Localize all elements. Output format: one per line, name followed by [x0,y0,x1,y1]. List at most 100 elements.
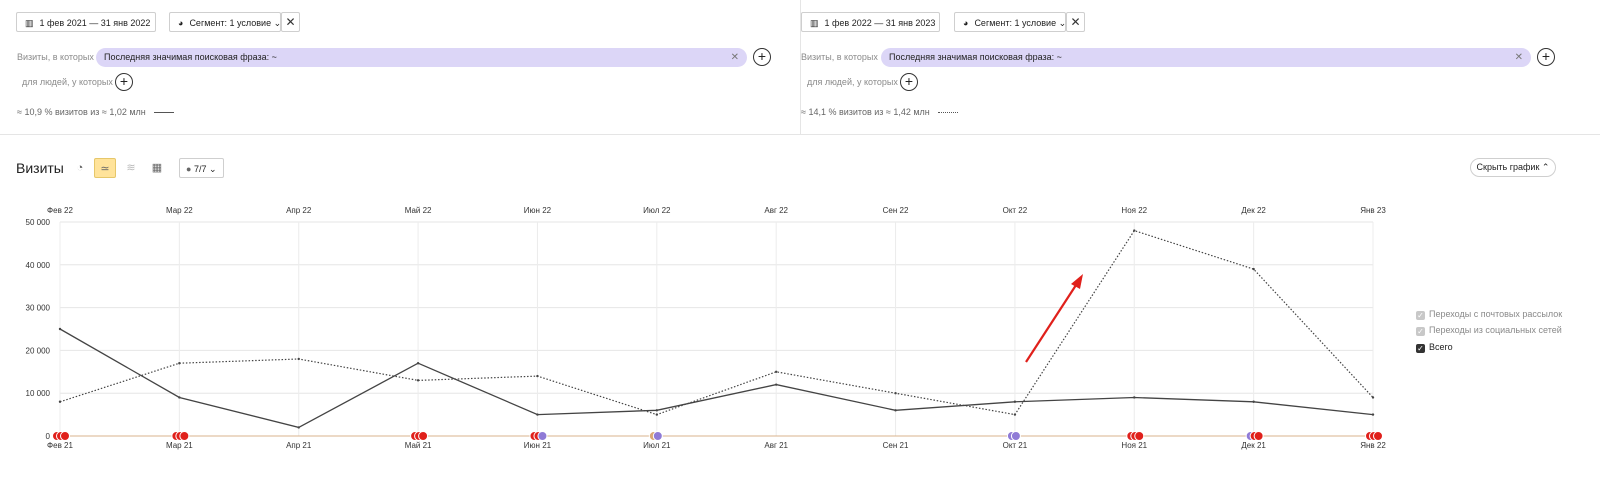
annotation-marker [60,431,70,441]
close-icon[interactable]: ✕ [1514,52,1523,63]
visits-condition-label: Визиты, в которых [17,52,94,62]
x-tick-label-bottom: Июл 21 [643,441,671,450]
filter-chip[interactable]: Последняя значимая поисковая фраза: ~ ✕ [96,48,747,67]
chevron-down-icon: ⌄ [1058,18,1067,28]
annotation-marker [652,431,663,441]
x-tick-label-top: Янв 23 [1360,206,1386,215]
calendar-icon: ▥ [810,18,819,28]
visits-condition-label: Визиты, в которых [801,52,878,62]
series-point [774,383,778,386]
filter-chip-label: Последняя значимая поисковая фраза: ~ [889,52,1062,62]
x-tick-label-bottom: Апр 21 [286,441,312,450]
pie-icon: ◕ [963,18,969,28]
series-point [1133,396,1136,399]
x-tick-label-bottom: Янв 22 [1360,441,1386,450]
x-tick-label-bottom: Ноя 21 [1121,441,1147,450]
series-point [178,362,181,365]
series-point [1013,400,1017,403]
pie-icon: ◔ [76,162,84,174]
y-tick-label: 50 000 [26,218,51,227]
annotation-marker [1134,431,1145,441]
add-people-condition-button[interactable]: + [900,73,918,91]
comparison-panel-left: ▥ 1 фев 2021 — 31 янв 2022 ◕ Сегмент: 1 ус… [0,0,801,135]
annotation-marker [179,431,190,441]
date-range-button[interactable]: ▥ 1 фев 2021 — 31 янв 2022 [16,12,156,32]
segment-button[interactable]: ◕ Сегмент: 1 условие ⌄ [954,12,1066,32]
pie-icon: ◕ [178,18,184,28]
plus-icon: + [119,73,129,89]
segment-button[interactable]: ◕ Сегмент: 1 условие ⌄ [169,12,281,32]
x-tick-label-bottom: Фев 21 [47,441,73,450]
hide-chart-button[interactable]: Скрыть график ⌃ [1470,158,1556,177]
x-tick-label-top: Дек 22 [1241,206,1266,215]
series-line-2022 [59,229,1374,416]
chevron-down-icon: ⌄ [273,18,282,28]
checkbox[interactable]: ✓ [1416,327,1425,336]
close-icon[interactable]: ✕ [730,52,739,63]
x-tick-label-top: Май 22 [405,206,432,215]
x-tick-label-top: Июн 22 [524,206,552,215]
comment-icon: ● [186,164,192,174]
x-tick-label-top: Авг 22 [764,206,788,215]
x-tick-label-top: Фев 22 [47,206,73,215]
series-point [655,409,659,412]
series-point [297,426,300,429]
y-tick-label: 30 000 [26,304,51,313]
series-point [1371,413,1375,416]
visits-line-chart: 0 10 000 20 000 30 000 40 000 50 000 Фев 22 Мар… [26,206,1387,450]
x-tick-label-bottom: Окт 21 [1003,441,1028,450]
date-range-button[interactable]: ▥ 1 фев 2022 — 31 янв 2023 [801,12,940,32]
legend-item-email[interactable]: ✓ Переходы с почтовых рассылок [1416,309,1563,320]
plus-icon: + [757,48,767,64]
annotation-arrow-head [1071,274,1083,289]
close-icon: ✕ [285,15,296,29]
area-chart-icon: ≋ [126,162,136,174]
add-visit-condition-button[interactable]: + [1537,48,1555,66]
x-tick-label-bottom: Июн 21 [524,441,552,450]
x-tick-label-top: Июл 22 [643,206,671,215]
checkbox[interactable]: ✓ [1416,344,1425,353]
annotation-marker [1253,431,1264,441]
series-point [1371,396,1375,399]
close-segment-button[interactable]: ✕ [1066,12,1085,32]
x-tick-label-top: Апр 22 [286,206,312,215]
line-chart-toggle[interactable]: ≃ [94,158,116,178]
series-point [1133,229,1136,232]
close-segment-button[interactable]: ✕ [281,12,300,32]
series-point [58,400,62,403]
add-visit-condition-button[interactable]: + [753,48,771,66]
x-tick-label-top: Окт 22 [1003,206,1028,215]
area-chart-toggle[interactable]: ≋ [120,158,142,178]
bar-chart-toggle[interactable]: ▦ [146,158,168,178]
annotation-marker [537,431,548,441]
y-tick-label: 0 [46,432,51,441]
series-point [178,396,181,399]
comparison-panel-right: ▥ 1 фев 2022 — 31 янв 2023 ◕ Сегмент: 1 ус… [801,0,1600,135]
series-point [1013,413,1017,416]
x-tick-label-bottom: Май 21 [405,441,432,450]
legend-item-social[interactable]: ✓ Переходы из социальных сетей [1416,325,1562,336]
pie-chart-toggle[interactable]: ◔ [69,158,91,178]
annotation-marker [1373,431,1383,441]
legend-item-total[interactable]: ✓ Всего [1416,342,1453,353]
line-style-dotted-swatch [938,112,959,114]
series-point [536,413,539,416]
add-people-condition-button[interactable]: + [115,73,133,91]
line-chart-icon: ≃ [100,163,110,175]
y-tick-label: 10 000 [26,389,51,398]
line-style-solid-swatch [154,112,175,114]
series-point [655,413,659,416]
filter-chip[interactable]: Последняя значимая поисковая фраза: ~ ✕ [881,48,1531,67]
series-point [416,379,420,382]
series-point [536,374,539,378]
checkbox[interactable]: ✓ [1416,311,1425,320]
x-tick-label-bottom: Дек 21 [1241,441,1266,450]
series-point [1252,267,1255,271]
series-point [297,357,300,361]
chevron-down-icon: ⌄ [208,164,217,174]
x-tick-label-bottom: Мар 21 [166,441,193,450]
calendar-icon: ▥ [25,18,34,28]
x-tick-label-bottom: Авг 21 [764,441,788,450]
series-point [894,392,897,395]
annotations-button[interactable]: ● 7/7 ⌄ [179,158,224,178]
